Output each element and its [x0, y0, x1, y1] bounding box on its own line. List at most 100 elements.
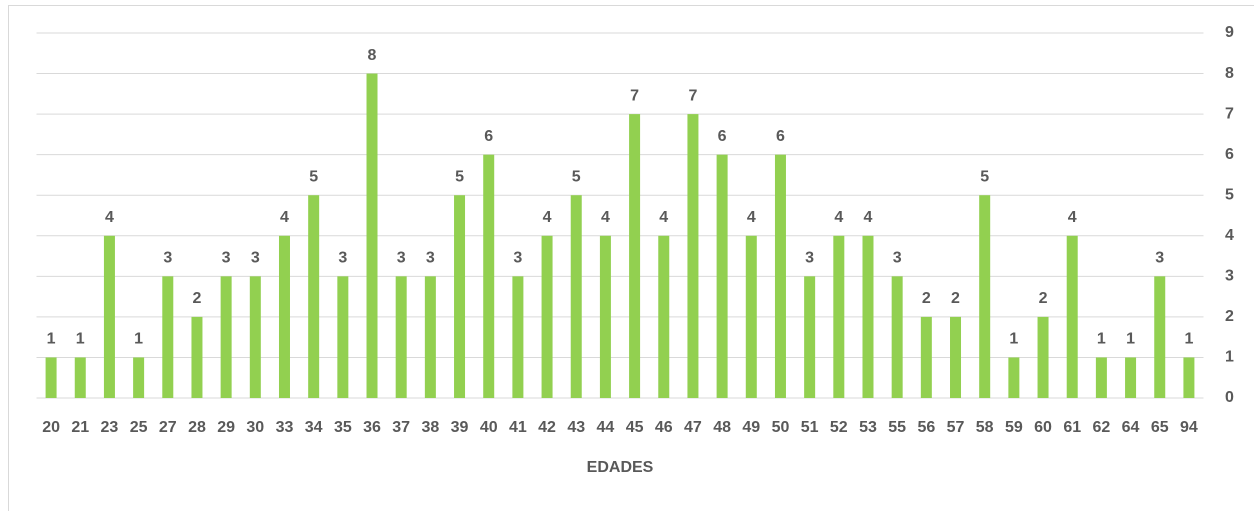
data-label: 3 — [1155, 250, 1164, 267]
x-tick-label: 47 — [684, 419, 702, 436]
data-label: 5 — [309, 168, 318, 185]
bar — [1066, 235, 1078, 398]
x-tick-label: 37 — [392, 419, 410, 436]
x-tick-label: 56 — [917, 419, 935, 436]
data-label: 4 — [864, 209, 873, 226]
x-tick-label: 45 — [626, 419, 644, 436]
x-tick-label: 57 — [947, 419, 965, 436]
x-tick-label: 43 — [567, 419, 585, 436]
y-tick-label: 3 — [1225, 268, 1234, 285]
bar — [220, 276, 232, 398]
data-label: 1 — [76, 331, 85, 348]
x-tick-label: 46 — [655, 419, 673, 436]
bar — [745, 235, 757, 398]
data-label: 2 — [951, 290, 960, 307]
x-tick-label: 94 — [1180, 419, 1198, 436]
data-label: 3 — [893, 250, 902, 267]
data-label: 2 — [1039, 290, 1048, 307]
x-tick-label: 40 — [480, 419, 498, 436]
bar — [541, 235, 553, 398]
chart-frame — [8, 5, 1254, 511]
bar — [308, 195, 320, 398]
bar — [512, 276, 524, 398]
data-label: 3 — [251, 250, 260, 267]
data-label: 5 — [980, 168, 989, 185]
data-label: 2 — [193, 290, 202, 307]
bar — [1037, 316, 1049, 398]
y-tick-label: 6 — [1225, 146, 1234, 163]
y-tick-label: 0 — [1225, 389, 1234, 406]
x-tick-label: 55 — [888, 419, 906, 436]
x-tick-label: 42 — [538, 419, 556, 436]
data-label: 1 — [1126, 331, 1135, 348]
data-label: 6 — [776, 128, 785, 145]
data-label: 1 — [1184, 331, 1193, 348]
bar — [454, 195, 466, 398]
x-tick-label: 29 — [217, 419, 235, 436]
bar — [920, 316, 932, 398]
bar — [862, 235, 874, 398]
data-label: 5 — [455, 168, 464, 185]
data-label: 4 — [1068, 209, 1077, 226]
bar — [833, 235, 845, 398]
bar — [1008, 357, 1020, 398]
data-label: 3 — [805, 250, 814, 267]
data-label: 8 — [368, 47, 377, 64]
bar — [424, 276, 436, 398]
x-tick-label: 34 — [305, 419, 323, 436]
data-label: 3 — [513, 250, 522, 267]
bar — [191, 316, 203, 398]
bar — [950, 316, 962, 398]
data-label: 1 — [47, 331, 56, 348]
data-label: 4 — [834, 209, 843, 226]
data-label: 4 — [543, 209, 552, 226]
bar — [1183, 357, 1195, 398]
bar — [804, 276, 816, 398]
x-tick-label: 59 — [1005, 419, 1023, 436]
x-tick-label: 27 — [159, 419, 177, 436]
x-tick-label: 62 — [1092, 419, 1110, 436]
bar — [891, 276, 903, 398]
x-tick-label: 44 — [597, 419, 615, 436]
data-label: 6 — [718, 128, 727, 145]
x-tick-label: 38 — [421, 419, 439, 436]
x-tick-label: 28 — [188, 419, 206, 436]
x-tick-label: 64 — [1122, 419, 1140, 436]
bar — [249, 276, 261, 398]
x-tick-label: 65 — [1151, 419, 1169, 436]
y-tick-label: 9 — [1225, 24, 1234, 41]
data-label: 5 — [572, 168, 581, 185]
x-tick-label: 49 — [742, 419, 760, 436]
data-label: 3 — [426, 250, 435, 267]
bar — [1154, 276, 1166, 398]
x-tick-label: 35 — [334, 419, 352, 436]
bar — [337, 276, 349, 398]
x-tick-label: 23 — [101, 419, 119, 436]
y-tick-label: 8 — [1225, 65, 1234, 82]
bar — [74, 357, 86, 398]
data-label: 7 — [688, 87, 697, 104]
bar — [1125, 357, 1137, 398]
bar — [629, 114, 641, 398]
data-label: 6 — [484, 128, 493, 145]
bar — [599, 235, 611, 398]
data-label: 3 — [338, 250, 347, 267]
x-tick-label: 61 — [1063, 419, 1081, 436]
bar — [774, 154, 786, 398]
x-tick-label: 51 — [801, 419, 819, 436]
y-tick-label: 1 — [1225, 349, 1234, 366]
data-label: 3 — [222, 250, 231, 267]
bar — [716, 154, 728, 398]
data-label: 4 — [105, 209, 114, 226]
y-tick-label: 5 — [1225, 186, 1234, 203]
bar — [103, 235, 115, 398]
data-label: 1 — [1009, 331, 1018, 348]
x-tick-label: 30 — [246, 419, 264, 436]
x-tick-label: 20 — [42, 419, 60, 436]
x-tick-label: 52 — [830, 419, 848, 436]
data-label: 1 — [134, 331, 143, 348]
x-tick-label: 21 — [71, 419, 89, 436]
bar — [278, 235, 290, 398]
x-tick-label: 60 — [1034, 419, 1052, 436]
